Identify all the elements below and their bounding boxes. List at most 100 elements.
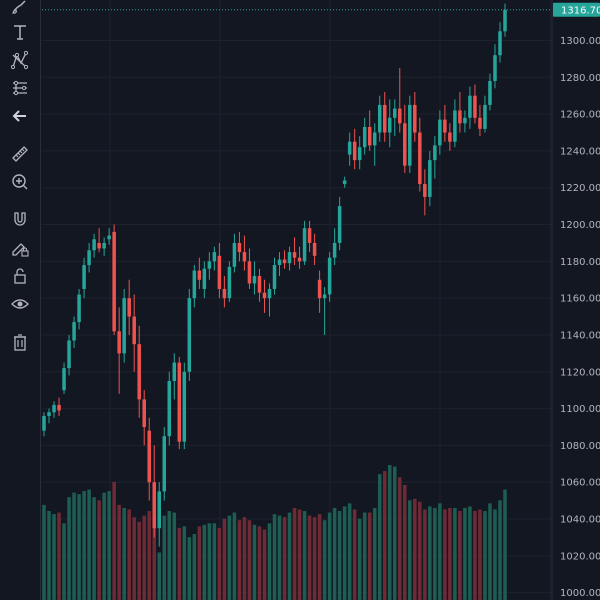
volume-bar [257,526,262,600]
volume-bar [483,511,487,600]
volume-bar [312,517,317,600]
zoom-tool[interactable] [6,170,34,194]
candle-down [307,228,312,243]
volume-bar [197,526,202,600]
candle-down [57,404,61,411]
candle-down [418,132,422,185]
volume-bar [357,518,362,600]
volume-bar [247,520,252,600]
pattern-tool[interactable] [6,48,34,72]
candle-up [428,160,432,197]
candle-up [393,108,397,118]
volume-bar [332,507,337,600]
candle-down [142,399,146,427]
volume-bar [267,523,272,600]
volume-bar [232,512,237,600]
candle-up [72,322,76,341]
ruler-icon [12,146,28,162]
volume-bar [207,523,212,600]
volume-bar [337,511,342,600]
volume-bar [187,537,192,600]
volume-bar [77,494,81,600]
candle-down [297,257,302,262]
lock-tool[interactable] [6,264,34,288]
pencil-lock-icon [12,243,29,257]
text-tool[interactable] [6,20,34,44]
back-arrow-icon [12,110,26,122]
volume-bar [237,520,242,600]
candle-up [302,228,307,262]
volume-bar [408,500,412,600]
candle-up [252,276,257,284]
volume-bar [182,526,187,600]
y-tick-label: 1000.00 [560,588,600,599]
brush-icon [12,0,26,14]
price-axis[interactable]: 1000.00 1020.00 1040.00 1060.00 1080.00 1100.… [560,36,600,599]
volume-bar [217,527,222,600]
y-tick-label: 1040.00 [560,515,600,526]
candle-up [87,250,91,266]
candle-down [312,242,317,256]
remove-tool[interactable] [6,330,34,354]
candle-down [478,117,482,129]
ruler-tool[interactable] [6,142,34,166]
volume-bar [102,492,106,600]
candle-down [222,288,227,299]
candle-down [317,279,322,299]
candle-down [448,132,452,142]
candle-up [232,242,237,267]
volume-bar [327,512,332,600]
candle-up [322,294,327,299]
volume-bar [107,491,111,600]
volume-bar [277,515,282,600]
candle-up [438,119,442,146]
volume-bar [438,503,442,600]
candle-up [453,110,457,142]
volume-bar [458,511,462,600]
volume-bar [62,523,66,600]
volume-bar [72,492,76,600]
volume-bar [503,489,507,600]
candle-up [337,206,342,243]
volume-bar [167,511,172,600]
y-tick-label: 1220.00 [560,183,600,194]
stay-in-drawing-tool[interactable] [6,236,34,260]
volume-bar [398,477,402,600]
volume-bar [453,507,457,600]
volume-bar [393,466,397,600]
candle-up [227,266,232,299]
prediction-icon [13,80,27,96]
volume-bar [92,497,96,600]
volume-bar [67,497,71,600]
visibility-tool[interactable] [6,292,34,316]
volume-bar [362,512,367,600]
candle-down [197,270,202,280]
back-tool[interactable] [6,104,34,128]
candle-up [207,261,212,269]
volume-bar [222,518,227,600]
candle-up [62,368,66,391]
candle-up [503,9,507,32]
candle-down [152,482,156,529]
candle-up [107,235,111,240]
volume-bar [162,515,167,600]
candle-down [132,316,136,345]
magnet-tool[interactable] [6,208,34,232]
prediction-tool[interactable] [6,76,34,100]
volume-bar [377,474,382,600]
y-tick-label: 1100.00 [560,404,600,415]
candle-down [237,242,242,253]
brush-tool[interactable] [6,0,34,18]
y-tick-label: 1300.00 [560,36,600,47]
candle-down [177,362,182,442]
y-tick-label: 1200.00 [560,220,600,231]
y-tick-label: 1020.00 [560,551,600,562]
volume-bar [242,517,247,600]
y-tick-label: 1180.00 [560,257,600,268]
candle-up [77,294,81,323]
candle-down [282,259,287,264]
volume-bar [297,509,302,600]
volume-bar [292,507,297,600]
volume-bar [413,498,417,600]
